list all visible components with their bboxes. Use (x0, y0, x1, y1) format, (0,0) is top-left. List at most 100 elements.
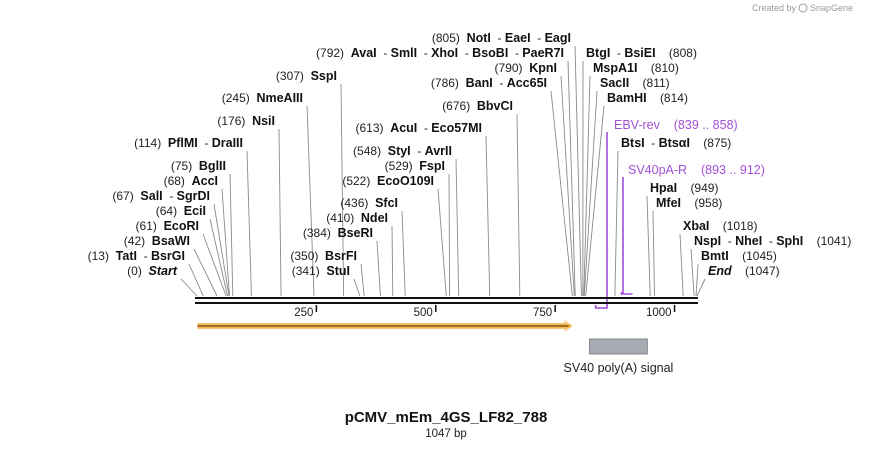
svg-text:(792) AvaI - SmlI - XhoI -: (792) AvaI - SmlI - XhoI - BsoBI - PaeR7… (316, 46, 564, 60)
site-position: (811) (643, 76, 670, 90)
site-label-bseri[interactable]: (384) BseRI (303, 226, 373, 240)
site-label-bani[interactable]: (786) BanI - Acc65I (431, 76, 547, 90)
svg-text:(307) SspI: (307) SspI (276, 69, 337, 83)
leader-line-btsi (614, 150, 619, 297)
enzyme-name-hpai: HpaI (650, 181, 677, 195)
site-label-sspi[interactable]: (307) SspI (276, 69, 337, 83)
site-label-nsii[interactable]: (176) NsiI (217, 114, 275, 128)
site-label-hpai[interactable]: HpaI (949) (650, 181, 718, 195)
leader-line-ndei (391, 225, 394, 297)
leader-line-tati (188, 263, 204, 297)
svg-text:BtsI - BtsαI (875): BtsI - BtsαI (875) (621, 136, 731, 150)
site-position: (350) (290, 249, 318, 263)
enzyme-name-paer7i: PaeR7I (522, 46, 564, 60)
site-label-sfci[interactable]: (436) SfcI (340, 196, 398, 210)
site-label-start[interactable]: (0) Start (127, 264, 178, 278)
enzyme-name-draiii: DraIII (212, 136, 243, 150)
watermark-brand: SnapGene (810, 3, 853, 13)
name-separator: - (377, 46, 391, 60)
site-label-btgi[interactable]: BtgI - BsiEI (808) (586, 46, 697, 60)
enzyme-name-ndei: NdeI (361, 211, 388, 225)
name-separator: - (762, 234, 776, 248)
svg-text:(548) StyI - AvrII: (548) StyI - AvrII (353, 144, 452, 158)
site-label-acui[interactable]: (613) AcuI - Eco57MI (356, 121, 483, 135)
enzyme-name-eaei: EaeI (505, 31, 531, 45)
site-position: (114) (134, 136, 161, 150)
site-position: (810) (651, 61, 679, 75)
svg-text:BtgI - BsiEI (808): BtgI - BsiEI (808) (586, 46, 697, 60)
site-label-ecori[interactable]: (61) EcoRI (136, 219, 199, 233)
site-label-tati[interactable]: (13) TatI - BsrGI (88, 249, 185, 263)
enzyme-name-bsrgi: BsrGI (151, 249, 185, 263)
enzyme-name-eco57mi: Eco57MI (431, 121, 482, 135)
svg-text:(13) TatI - BsrGI: (13) TatI - BsrGI (88, 249, 185, 263)
enzyme-name-bani: BanI (466, 76, 493, 90)
primers: EBV-rev (839 .. 858) SV40pA-R (893 .. 912… (594, 118, 765, 309)
site-label-ecii[interactable]: (64) EciI (156, 204, 206, 218)
enzyme-name-noti: NotI (467, 31, 491, 45)
leader-line-mspa1i (583, 75, 591, 297)
svg-text:HpaI (949): HpaI (949) (650, 181, 718, 195)
svg-text:(61) EcoRI: (61) EcoRI (136, 219, 199, 233)
site-label-acci[interactable]: (68) AccI (164, 174, 218, 188)
site-label-nmeaiii[interactable]: (245) NmeAIII (222, 91, 303, 105)
site-label-bsrfi[interactable]: (350) BsrFI (290, 249, 357, 263)
primer-ebv-rev[interactable]: EBV-rev (839 .. 858) (594, 118, 738, 309)
site-label-sali[interactable]: (67) SalI - SgrDI (112, 189, 210, 203)
enzyme-name-xhoi: XhoI (431, 46, 458, 60)
enzyme-name-ecoo109i: EcoO109I (377, 174, 434, 188)
site-label-xbai[interactable]: XbaI (1018) (683, 219, 757, 233)
site-label-stui[interactable]: (341) StuI (292, 264, 350, 278)
primer-binding-arrow (620, 292, 633, 295)
snapgene-logo-icon (798, 3, 808, 13)
enzyme-name-pflmi: PflMI (168, 136, 198, 150)
site-label-bmti[interactable]: BmtI (1045) (701, 249, 777, 263)
feature-orf-arrow[interactable] (197, 320, 573, 332)
dna-backbone (195, 297, 698, 304)
primer-name: EBV-rev (614, 118, 661, 132)
site-label-ecoo109i[interactable]: (522) EcoO109I (342, 174, 434, 188)
enzyme-name-sphi: SphI (776, 234, 803, 248)
site-label-btsi[interactable]: BtsI - BtsαI (875) (621, 136, 731, 150)
site-label-bbvci[interactable]: (676) BbvCI (442, 99, 513, 113)
site-label-avai[interactable]: (792) AvaI - SmlI - XhoI - BsoBI - PaeR7… (316, 46, 564, 60)
enzyme-name-nsii: NsiI (252, 114, 275, 128)
leader-line-bamhi (585, 105, 605, 297)
feature-box (589, 338, 648, 355)
leader-line-acci (221, 188, 230, 297)
site-label-mfei[interactable]: MfeI (958) (656, 196, 722, 210)
site-position: (61) (136, 219, 157, 233)
feature-label: SV40 poly(A) signal (564, 361, 674, 375)
leader-line-nmeaiii (306, 105, 315, 297)
site-position: (522) (342, 174, 370, 188)
site-label-bglii[interactable]: (75) BglII (171, 159, 226, 173)
leader-line-fspi (448, 173, 451, 297)
site-position: (307) (276, 69, 304, 83)
site-label-sacii[interactable]: SacII (811) (600, 76, 670, 90)
site-position: (808) (669, 46, 697, 60)
site-position: (949) (690, 181, 718, 195)
site-label-bsawi[interactable]: (42) BsaWI (124, 234, 190, 248)
enzyme-name-smli: SmlI (391, 46, 417, 60)
site-label-styi[interactable]: (548) StyI - AvrII (353, 144, 452, 158)
site-label-bamhi[interactable]: BamHI (814) (607, 91, 688, 105)
svg-text:BmtI (1045): BmtI (1045) (701, 249, 777, 263)
leader-line-sfci (401, 210, 406, 297)
name-separator: - (721, 234, 735, 248)
name-separator: - (417, 121, 431, 135)
site-label-nspi[interactable]: NspI - NheI - SphI (1041) (694, 234, 851, 248)
site-label-fspi[interactable]: (529) FspI (385, 159, 445, 173)
feature-sv40-poly-a-signal[interactable]: SV40 poly(A) signal (564, 338, 674, 375)
site-label-noti[interactable]: (805) NotI - EaeI - EagI (432, 31, 571, 45)
primer-sv40pa-r[interactable]: SV40pA-R (893 .. 912) (620, 163, 765, 295)
svg-text:(410) NdeI: (410) NdeI (326, 211, 388, 225)
enzyme-name-styi: StyI (388, 144, 411, 158)
site-label-pflmi[interactable]: (114) PflMI - DraIII (134, 136, 243, 150)
svg-text:(384) BseRI: (384) BseRI (303, 226, 373, 240)
site-label-mspa1i[interactable]: MspA1I (810) (593, 61, 679, 75)
site-label-kpni[interactable]: (790) KpnI (495, 61, 557, 75)
svg-text:(0) Start: (0) Start (127, 264, 178, 278)
site-label-ndei[interactable]: (410) NdeI (326, 211, 388, 225)
site-label-end[interactable]: End (1047) (708, 264, 780, 278)
